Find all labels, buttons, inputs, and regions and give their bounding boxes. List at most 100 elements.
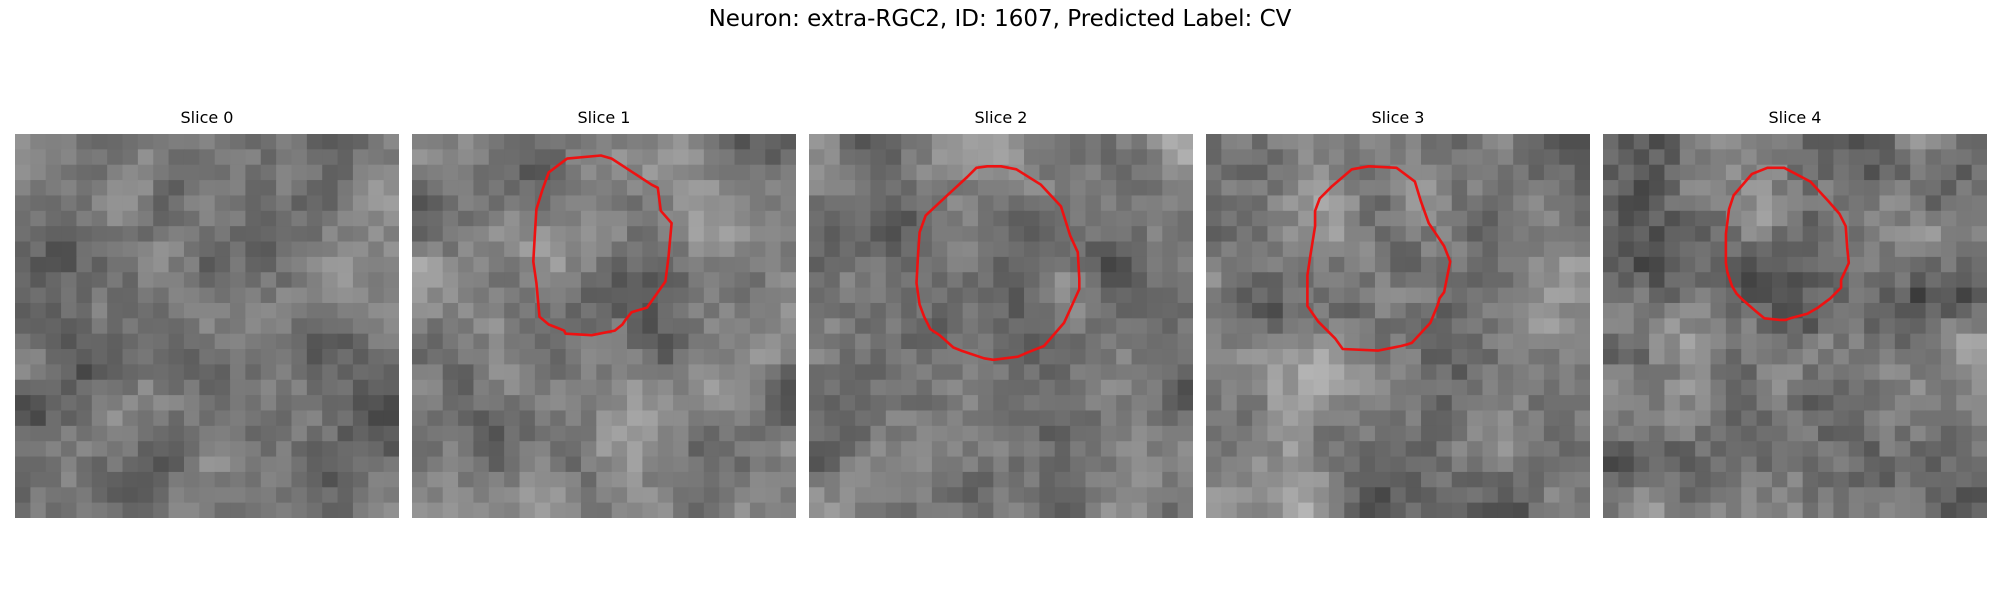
image-pixel — [1864, 425, 1881, 442]
image-pixel — [565, 318, 582, 335]
image-pixel — [931, 164, 948, 181]
image-pixel — [276, 302, 293, 319]
image-pixel — [1085, 441, 1102, 458]
image-pixel — [1008, 272, 1025, 289]
image-pixel — [107, 425, 124, 442]
image-pixel — [642, 195, 659, 212]
image-pixel — [688, 456, 705, 473]
image-pixel — [1679, 302, 1696, 319]
image-pixel — [122, 241, 139, 258]
image-pixel — [596, 333, 613, 350]
image-pixel — [1328, 318, 1345, 335]
image-pixel — [1328, 195, 1345, 212]
image-pixel — [1436, 456, 1453, 473]
image-pixel — [765, 318, 782, 335]
image-pixel — [1390, 149, 1407, 166]
image-pixel — [1436, 471, 1453, 488]
image-pixel — [1252, 256, 1269, 273]
image-pixel — [1649, 379, 1666, 396]
image-pixel — [1374, 164, 1391, 181]
image-pixel — [1451, 395, 1468, 412]
image-pixel — [1039, 364, 1056, 381]
image-pixel — [306, 456, 323, 473]
image-pixel — [1482, 272, 1499, 289]
image-pixel — [1344, 502, 1361, 518]
image-pixel — [199, 502, 216, 518]
image-pixel — [427, 379, 444, 396]
image-pixel — [1131, 287, 1148, 304]
image-pixel — [291, 180, 308, 197]
image-pixel — [596, 287, 613, 304]
image-pixel — [291, 318, 308, 335]
image-pixel — [122, 471, 139, 488]
image-pixel — [30, 456, 47, 473]
image-pixel — [947, 456, 964, 473]
image-pixel — [1725, 164, 1742, 181]
image-pixel — [352, 333, 369, 350]
image-pixel — [1528, 395, 1545, 412]
image-pixel — [1802, 318, 1819, 335]
image-pixel — [368, 241, 385, 258]
image-pixel — [870, 256, 887, 273]
image-pixel — [1695, 425, 1712, 442]
image-pixel — [1879, 164, 1896, 181]
image-pixel — [703, 195, 720, 212]
image-pixel — [1313, 364, 1330, 381]
image-pixel — [427, 210, 444, 227]
image-pixel — [916, 195, 933, 212]
image-pixel — [153, 302, 170, 319]
image-pixel — [291, 302, 308, 319]
image-pixel — [1543, 456, 1560, 473]
image-pixel — [1618, 502, 1635, 518]
image-pixel — [1252, 241, 1269, 258]
image-pixel — [1864, 226, 1881, 243]
image-pixel — [1054, 134, 1071, 150]
image-pixel — [1221, 180, 1238, 197]
image-pixel — [1925, 441, 1942, 458]
image-pixel — [809, 333, 825, 350]
image-pixel — [519, 364, 536, 381]
image-pixel — [916, 456, 933, 473]
image-pixel — [901, 487, 918, 504]
image-pixel — [1467, 210, 1484, 227]
image-pixel — [1344, 287, 1361, 304]
image-pixel — [1206, 395, 1222, 412]
image-pixel — [1971, 502, 1987, 518]
image-pixel — [749, 241, 766, 258]
image-pixel — [719, 164, 736, 181]
image-pixel — [1574, 134, 1590, 150]
image-pixel — [1574, 487, 1590, 504]
image-pixel — [1664, 318, 1681, 335]
image-pixel — [306, 302, 323, 319]
image-pixel — [1741, 241, 1758, 258]
image-pixel — [1024, 210, 1040, 227]
image-pixel — [1618, 210, 1635, 227]
image-pixel — [596, 134, 613, 150]
image-pixel — [15, 272, 31, 289]
image-pixel — [1894, 333, 1911, 350]
image-pixel — [1146, 425, 1163, 442]
image-pixel — [368, 272, 385, 289]
image-pixel — [291, 134, 308, 150]
image-pixel — [1298, 164, 1315, 181]
image-pixel — [1177, 180, 1193, 197]
image-pixel — [260, 471, 277, 488]
image-pixel — [885, 441, 902, 458]
image-pixel — [368, 395, 385, 412]
image-pixel — [1421, 256, 1437, 273]
image-pixel — [1162, 456, 1179, 473]
image-pixel — [1879, 364, 1896, 381]
image-pixel — [765, 456, 782, 473]
image-pixel — [519, 318, 536, 335]
image-pixel — [1543, 272, 1560, 289]
image-pixel — [1497, 379, 1514, 396]
image-pixel — [1925, 318, 1942, 335]
image-pixel — [1267, 272, 1284, 289]
image-pixel — [824, 241, 841, 258]
image-pixel — [611, 349, 628, 365]
image-pixel — [780, 456, 796, 473]
image-pixel — [1359, 256, 1376, 273]
image-pixel — [734, 395, 751, 412]
image-pixel — [504, 164, 521, 181]
image-pixel — [1818, 410, 1834, 427]
